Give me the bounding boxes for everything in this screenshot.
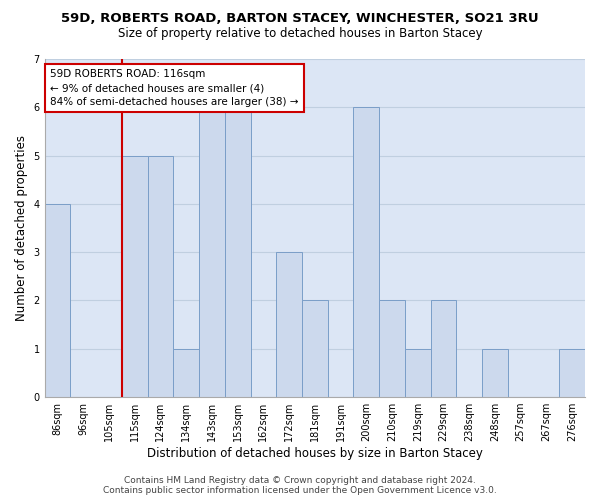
Bar [122, 156, 148, 397]
Bar [353, 108, 379, 397]
Bar [199, 108, 225, 397]
Bar [379, 300, 405, 397]
Bar [431, 300, 457, 397]
X-axis label: Distribution of detached houses by size in Barton Stacey: Distribution of detached houses by size … [147, 447, 483, 460]
Bar [173, 349, 199, 397]
Bar [302, 300, 328, 397]
Text: Contains HM Land Registry data © Crown copyright and database right 2024.
Contai: Contains HM Land Registry data © Crown c… [103, 476, 497, 495]
Y-axis label: Number of detached properties: Number of detached properties [15, 135, 28, 321]
Bar [276, 252, 302, 397]
Bar [44, 204, 70, 397]
Bar [482, 349, 508, 397]
Text: Size of property relative to detached houses in Barton Stacey: Size of property relative to detached ho… [118, 26, 482, 40]
Text: 59D ROBERTS ROAD: 116sqm
← 9% of detached houses are smaller (4)
84% of semi-det: 59D ROBERTS ROAD: 116sqm ← 9% of detache… [50, 69, 299, 107]
Bar [148, 156, 173, 397]
Bar [559, 349, 585, 397]
Bar [225, 108, 251, 397]
Text: 59D, ROBERTS ROAD, BARTON STACEY, WINCHESTER, SO21 3RU: 59D, ROBERTS ROAD, BARTON STACEY, WINCHE… [61, 12, 539, 26]
Bar [405, 349, 431, 397]
